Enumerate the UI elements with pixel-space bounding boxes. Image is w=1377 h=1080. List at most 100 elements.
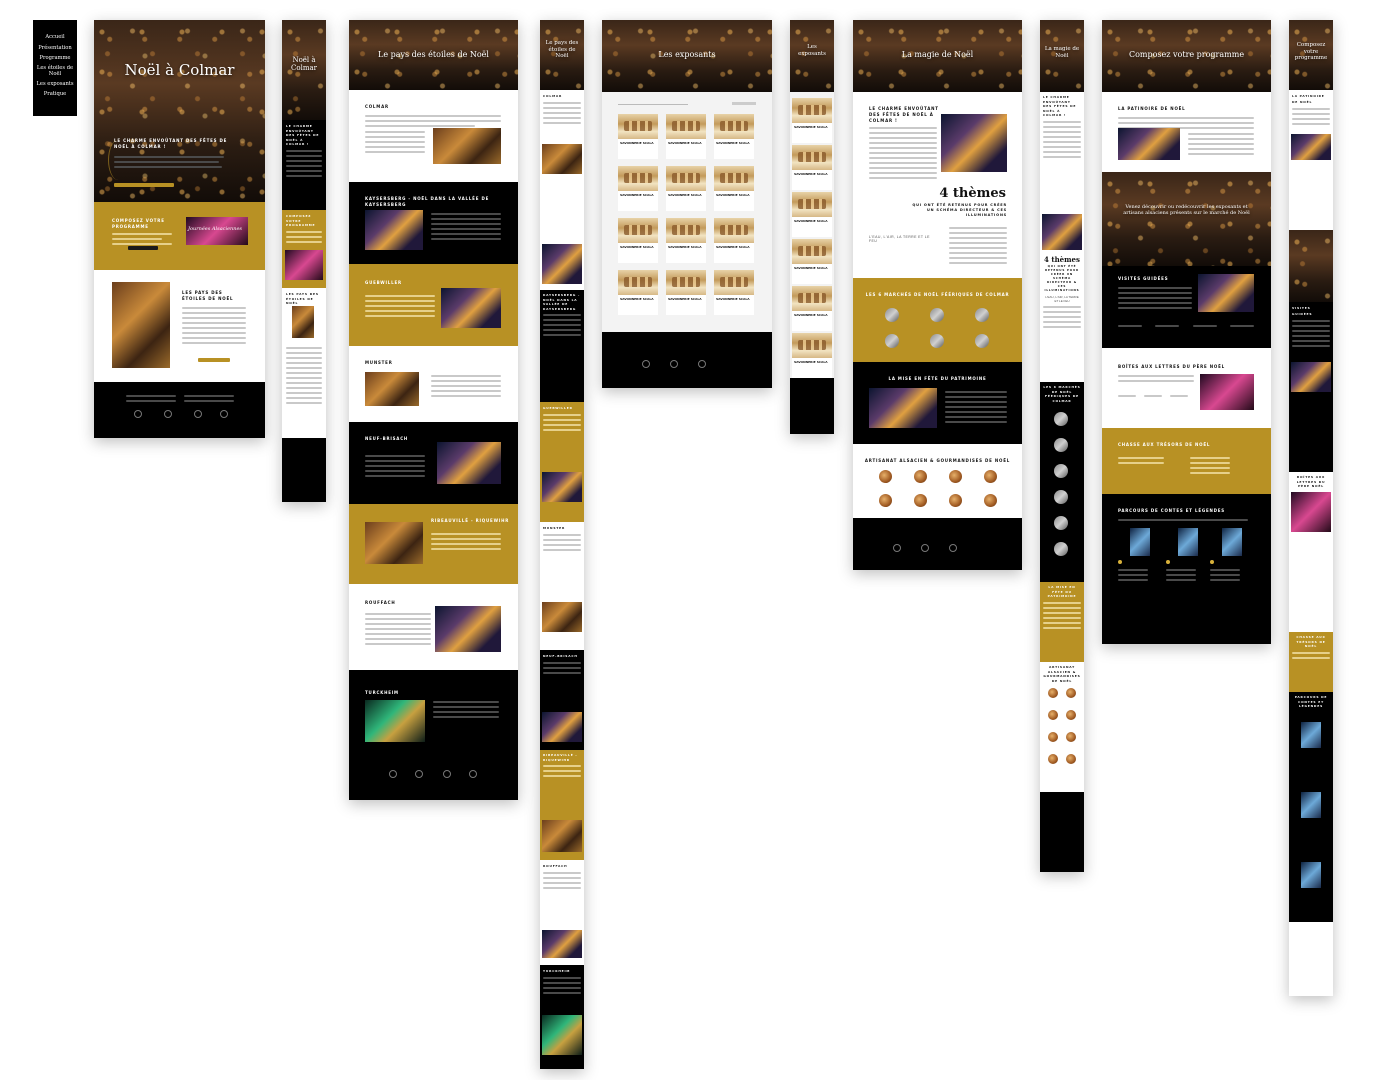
exhibitor-card-mobile[interactable]: SAVONNERIE SCALA: [792, 192, 832, 237]
market-5[interactable]: [930, 334, 944, 348]
exhibitors-mobile-hero: Les exposants: [790, 20, 834, 92]
m-craft-4[interactable]: [1066, 710, 1076, 720]
m-craft-3[interactable]: [1048, 710, 1058, 720]
craft-8[interactable]: [984, 494, 997, 507]
market-4[interactable]: [885, 334, 899, 348]
stars-mobile-k-image: [542, 244, 582, 284]
magic-hero-title: La magie de Noël: [901, 50, 974, 59]
exhibitor-image: [666, 218, 706, 243]
tale-marker-2: [1166, 560, 1170, 564]
exhibitor-name: SAVONNERIE SCALA: [794, 219, 828, 223]
stars-section-ribeauville: Ribeauvillé - Riquewihr: [349, 504, 518, 584]
nav-item-etoiles[interactable]: Les étoiles de Noël: [36, 64, 74, 77]
exhibitor-card[interactable]: SAVONNERIE SCALA: [666, 166, 706, 211]
stars-hero: Le pays des étoiles de Noël: [349, 20, 518, 90]
m-craft-6[interactable]: [1066, 732, 1076, 742]
m-market-5[interactable]: [1054, 516, 1068, 530]
stars-mobile-ribeauville-heading: Ribeauvillé - Riquewihr: [543, 753, 578, 762]
m-market-3[interactable]: [1054, 464, 1068, 478]
nav-item-programme[interactable]: Programme: [39, 55, 71, 62]
exhibitor-card-mobile[interactable]: SAVONNERIE SCALA: [792, 145, 832, 190]
craft-6[interactable]: [914, 494, 927, 507]
craft-3[interactable]: [949, 470, 962, 483]
exhibitor-card[interactable]: SAVONNERIE SCALA: [618, 270, 658, 315]
exhibitor-image: [714, 166, 754, 191]
stars-mobile-turckheim-heading: Turckheim: [543, 969, 571, 973]
program-script: Journées Alsaciennes: [188, 226, 242, 232]
home-intro-heading: Le charme envoûtant des fêtes de Noël à …: [114, 138, 228, 149]
exhibitor-card-mobile[interactable]: SAVONNERIE SCALA: [792, 239, 832, 284]
m-craft-2[interactable]: [1066, 688, 1076, 698]
program-treasure: Chasse aux trésors de Noël: [1102, 428, 1271, 494]
exhibitor-name: SAVONNERIE SCALA: [716, 193, 750, 197]
home-mobile-intro: Le charme envoûtant des fêtes de Noël à …: [282, 120, 326, 210]
stars-desktop-frame: Le pays des étoiles de Noël Colmar Kayse…: [349, 20, 518, 800]
exhibitor-card[interactable]: SAVONNERIE SCALA: [714, 114, 754, 159]
exhibitor-card-mobile[interactable]: SAVONNERIE SCALA: [792, 333, 832, 378]
exhibitor-card[interactable]: SAVONNERIE SCALA: [714, 166, 754, 211]
stars-mobile-rouffach: Rouffach: [540, 860, 584, 965]
stars-section-guebwiller: Guebwiller: [349, 264, 518, 346]
craft-4[interactable]: [984, 470, 997, 483]
craft-2[interactable]: [914, 470, 927, 483]
exhibitors-desktop-frame: Les exposants SAVONNERIE SCALA SAVONNERIE…: [602, 20, 772, 388]
market-3[interactable]: [975, 308, 989, 322]
exhibitor-card[interactable]: SAVONNERIE SCALA: [714, 218, 754, 263]
m-craft-8[interactable]: [1066, 754, 1076, 764]
home-mobile-stars: Les pays des étoiles de Noël: [282, 288, 326, 438]
magic-mobile-crafts-heading: Artisanat alsacien & gourmandises de Noë…: [1043, 665, 1081, 683]
home-mobile-stars-heading: Les pays des étoiles de Noël: [286, 292, 319, 305]
nav-item-pratique[interactable]: Pratique: [43, 91, 67, 98]
program-desktop-frame: Composez votre programme La patinoire de…: [1102, 20, 1271, 644]
magic-mobile-crafts: Artisanat alsacien & gourmandises de Noë…: [1040, 662, 1084, 792]
exhibitor-card-mobile[interactable]: SAVONNERIE SCALA: [792, 286, 832, 331]
magic-markets: Les 6 marchés de Noël féériques de Colma…: [853, 278, 1022, 362]
stars-section-rouffach: Rouffach: [349, 584, 518, 670]
magic-crafts-heading: Artisanat alsacien & gourmandises de Noë…: [864, 458, 1011, 463]
stars-mobile-turckheim: Turckheim: [540, 965, 584, 1069]
home-mobile-hero-title: Noël à Colmar: [291, 56, 317, 72]
filter-dropdown[interactable]: [732, 102, 756, 105]
m-craft-5[interactable]: [1048, 732, 1058, 742]
program-tales-heading: Parcours de contes et légendes: [1118, 508, 1225, 513]
m-market-1[interactable]: [1054, 412, 1068, 426]
magic-mobile-themes-sub: qui ont été retenus pour créer un schéma…: [1044, 264, 1080, 292]
program-rink-heading: La patinoire de Noël: [1118, 106, 1186, 111]
nav-item-presentation[interactable]: Présentation: [38, 44, 72, 51]
m-market-6[interactable]: [1054, 542, 1068, 556]
market-2[interactable]: [930, 308, 944, 322]
kaysersberg-image: [365, 210, 423, 250]
exhibitor-card[interactable]: SAVONNERIE SCALA: [618, 166, 658, 211]
nav-item-accueil[interactable]: Accueil: [45, 34, 65, 40]
tale-image-1: [1130, 528, 1150, 556]
turckheim-image: [365, 700, 425, 742]
exhibitor-card[interactable]: SAVONNERIE SCALA: [666, 114, 706, 159]
program-button[interactable]: [128, 246, 158, 250]
discover-button[interactable]: [114, 183, 174, 187]
exhibitors-footer: [602, 332, 772, 388]
m-craft-1[interactable]: [1048, 688, 1058, 698]
craft-5[interactable]: [879, 494, 892, 507]
program-banner-text: Venez découvrir ou redécouvrir les expos…: [1123, 204, 1250, 216]
exhibitors-grid: SAVONNERIE SCALA SAVONNERIE SCALA SAVONNER…: [602, 92, 772, 332]
exhibitors-hero: Les exposants: [602, 20, 772, 92]
exhibitor-card[interactable]: SAVONNERIE SCALA: [666, 218, 706, 263]
exhibitor-card[interactable]: SAVONNERIE SCALA: [714, 270, 754, 315]
search-input[interactable]: [618, 104, 688, 105]
craft-7[interactable]: [949, 494, 962, 507]
exhibitor-card[interactable]: SAVONNERIE SCALA: [618, 218, 658, 263]
nav-item-exposants[interactable]: Les exposants: [36, 80, 74, 87]
m-market-2[interactable]: [1054, 438, 1068, 452]
market-6[interactable]: [975, 334, 989, 348]
market-1[interactable]: [885, 308, 899, 322]
stars-mobile-munster: Munster: [540, 522, 584, 650]
program-mobile-hero: Composez votre programme: [1289, 20, 1333, 90]
stars-button[interactable]: [198, 358, 230, 362]
exhibitor-card-mobile[interactable]: SAVONNERIE SCALA: [792, 98, 832, 143]
m-craft-7[interactable]: [1048, 754, 1058, 764]
magic-footer: [853, 518, 1022, 570]
exhibitor-card[interactable]: SAVONNERIE SCALA: [618, 114, 658, 159]
craft-1[interactable]: [879, 470, 892, 483]
exhibitor-card[interactable]: SAVONNERIE SCALA: [666, 270, 706, 315]
m-market-4[interactable]: [1054, 490, 1068, 504]
